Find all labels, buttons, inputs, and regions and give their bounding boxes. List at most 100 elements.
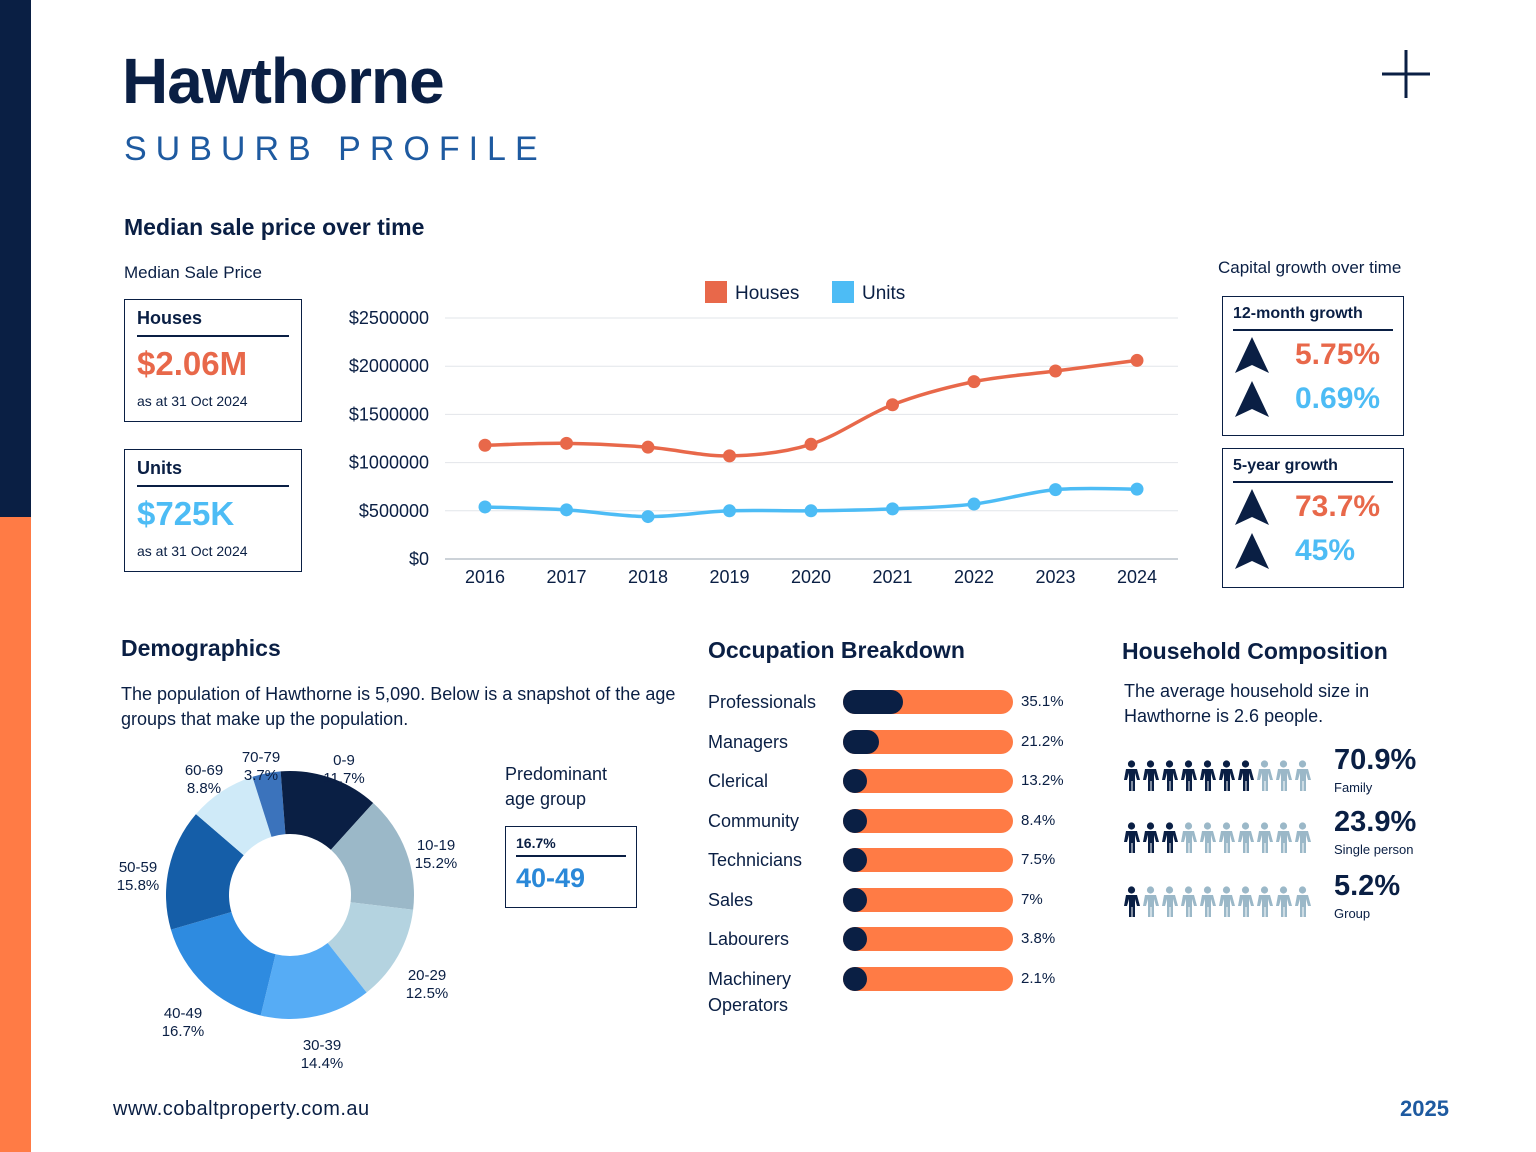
household-label: Family bbox=[1334, 780, 1373, 795]
occupation-bar-track bbox=[843, 769, 1013, 793]
donut-label-pct: 16.7% bbox=[162, 1023, 205, 1040]
data-point-houses bbox=[641, 440, 655, 454]
person-icon bbox=[1295, 760, 1311, 791]
data-point-units bbox=[560, 503, 573, 517]
units-price-label: Units bbox=[137, 458, 289, 487]
person-icon bbox=[1238, 822, 1254, 853]
occupation-bar-track bbox=[843, 809, 1013, 833]
data-point-units bbox=[1130, 482, 1144, 496]
occupation-pct: 13.2% bbox=[1021, 772, 1064, 789]
twelve-month-label: 12-month growth bbox=[1233, 305, 1393, 331]
donut-slice-50-59 bbox=[166, 814, 244, 930]
y-tick-label: $2500000 bbox=[349, 308, 429, 328]
houses-price-value: $2.06M bbox=[137, 345, 248, 382]
occupation-bar-fill bbox=[843, 769, 867, 793]
household-value: 23.9% bbox=[1334, 806, 1417, 838]
household-heading: Household Composition bbox=[1122, 638, 1388, 664]
x-tick-label: 2024 bbox=[1117, 567, 1157, 587]
donut-label-pct: 11.7% bbox=[323, 770, 364, 787]
person-icon bbox=[1124, 886, 1140, 917]
median-price-line-chart: $0 $500000 $1000000 $1500000 $2000000 $250000… bbox=[349, 281, 1178, 587]
person-icon bbox=[1276, 760, 1292, 791]
person-icon bbox=[1124, 760, 1140, 791]
x-tick-label: 2019 bbox=[709, 567, 749, 587]
page-title: Hawthorne bbox=[122, 45, 445, 117]
donut-slice-60-69 bbox=[195, 776, 272, 856]
occupation-name: Clerical bbox=[708, 771, 769, 791]
arrow-up-icon bbox=[1235, 533, 1269, 569]
donut-label-name: 70-79 bbox=[242, 749, 280, 766]
twelve-month-units: 0.69% bbox=[1295, 382, 1381, 415]
y-tick-label: $2000000 bbox=[349, 356, 429, 376]
donut-label-pct: 14.4% bbox=[301, 1055, 344, 1072]
donut-label-name: 30-39 bbox=[303, 1037, 341, 1054]
occupation-row: Community 8.4% bbox=[708, 808, 1088, 834]
y-tick-label: $0 bbox=[409, 549, 429, 569]
occupation-bar-fill bbox=[843, 690, 903, 714]
household-value: 70.9% bbox=[1334, 744, 1417, 776]
person-icon bbox=[1181, 760, 1197, 791]
median-heading: Median sale price over time bbox=[124, 214, 425, 240]
arrow-up-icon bbox=[1235, 489, 1269, 525]
footer-url[interactable]: www.cobaltproperty.com.au bbox=[113, 1098, 370, 1120]
occupation-pct: 7.5% bbox=[1021, 851, 1056, 868]
donut-label-name: 0-9 bbox=[333, 752, 355, 769]
household-people bbox=[1122, 822, 1312, 854]
five-year-label: 5-year growth bbox=[1233, 457, 1393, 483]
person-icon bbox=[1257, 886, 1273, 917]
donut-label-name: 40-49 bbox=[164, 1005, 202, 1022]
predominant-box: 16.7% 40-49 bbox=[505, 826, 637, 908]
occupation-bar-fill bbox=[843, 967, 867, 991]
donut-label-pct: 15.2% bbox=[415, 855, 458, 872]
occupation-pct: 21.2% bbox=[1021, 733, 1064, 750]
household-value: 5.2% bbox=[1334, 870, 1401, 902]
data-point-units bbox=[886, 502, 899, 516]
person-icon bbox=[1181, 886, 1197, 917]
occupation-bar-fill bbox=[843, 848, 867, 872]
x-tick-label: 2016 bbox=[465, 567, 505, 587]
donut-label-name: 50-59 bbox=[119, 859, 157, 876]
donut-label-pct: 15.8% bbox=[117, 877, 160, 894]
demographics-heading: Demographics bbox=[121, 635, 281, 661]
legend-label-houses: Houses bbox=[735, 283, 799, 304]
units-price-date: as at 31 Oct 2024 bbox=[137, 543, 248, 559]
occupation-row: Sales 7% bbox=[708, 887, 1088, 913]
donut-slice-20-29 bbox=[327, 902, 414, 993]
twelve-month-houses: 5.75% bbox=[1295, 338, 1381, 371]
occupation-pct: 2.1% bbox=[1021, 970, 1056, 987]
data-point-units bbox=[804, 504, 818, 518]
occupation-name: Managers bbox=[708, 732, 789, 752]
occupation-row: Technicians 7.5% bbox=[708, 847, 1088, 873]
data-point-units bbox=[1049, 483, 1062, 497]
x-tick-label: 2017 bbox=[546, 567, 586, 587]
footer-year: 2025 bbox=[1400, 1096, 1449, 1121]
occupation-bar-fill bbox=[843, 927, 867, 951]
predominant-pct: 16.7% bbox=[516, 835, 626, 857]
legend-swatch-houses bbox=[705, 281, 727, 303]
twelve-month-growth-box: 12-month growth 5.75% 0.69% bbox=[1222, 296, 1404, 436]
plus-icon[interactable] bbox=[1382, 50, 1430, 98]
household-label: Single person bbox=[1334, 842, 1414, 857]
occupation-name: Sales bbox=[708, 890, 754, 910]
person-icon bbox=[1200, 760, 1216, 791]
five-year-units: 45% bbox=[1295, 534, 1356, 567]
occupation-heading: Occupation Breakdown bbox=[708, 637, 965, 663]
predominant-group: 40-49 bbox=[516, 863, 586, 893]
legend-swatch-units bbox=[832, 281, 854, 303]
data-point-houses bbox=[478, 438, 492, 452]
donut-label-name: 60-69 bbox=[185, 762, 223, 779]
data-point-houses bbox=[723, 449, 736, 463]
person-icon bbox=[1276, 822, 1292, 853]
occupation-bar-track bbox=[843, 730, 1013, 754]
data-point-houses bbox=[560, 436, 573, 450]
person-icon bbox=[1143, 886, 1159, 917]
donut-label-name: 20-29 bbox=[408, 967, 446, 984]
person-icon bbox=[1162, 822, 1178, 853]
occupation-bar-track bbox=[843, 888, 1013, 912]
occupation-bar-fill bbox=[843, 809, 867, 833]
donut-label-pct: 3.7% bbox=[244, 767, 278, 784]
data-point-houses bbox=[967, 375, 981, 389]
household-people bbox=[1122, 760, 1312, 792]
person-icon bbox=[1143, 760, 1159, 791]
